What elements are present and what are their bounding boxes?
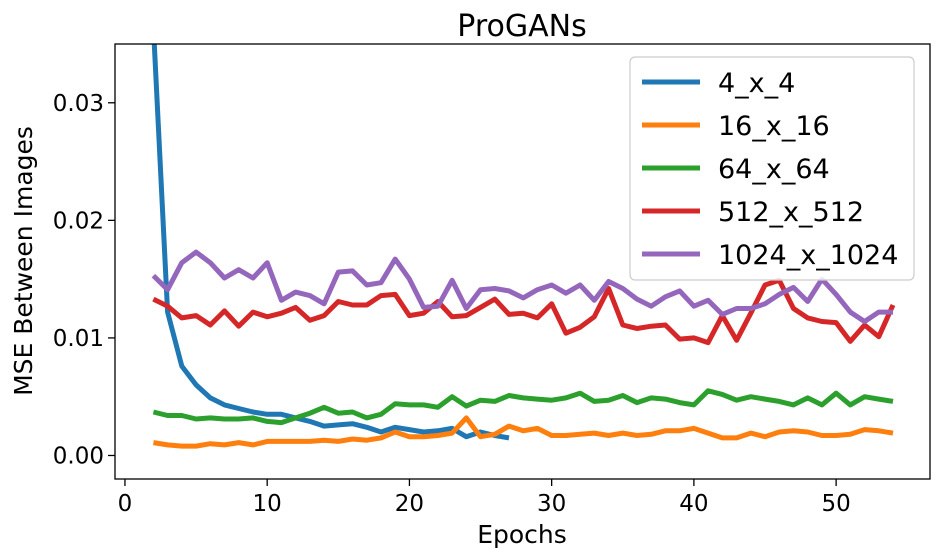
x-tick-label: 50 bbox=[821, 491, 850, 517]
series-line-4x4 bbox=[151, 44, 510, 441]
x-axis-label: Epochs bbox=[477, 520, 567, 549]
series-line-1024x1024 bbox=[151, 249, 893, 324]
legend: 4_x_4 16_x_16 64_x_64 512_x_512 1024_x_1… bbox=[629, 56, 915, 281]
x-tick-label: 30 bbox=[537, 491, 566, 517]
y-tick-label: 0.03 bbox=[53, 91, 104, 117]
y-axis-ticks: 0.00 0.01 0.02 0.03 bbox=[53, 91, 115, 469]
x-tick-label: 10 bbox=[253, 491, 282, 517]
series-line-512x512 bbox=[152, 277, 896, 346]
legend-box bbox=[629, 56, 915, 281]
plot-frame bbox=[114, 43, 931, 480]
y-tick-label: 0.02 bbox=[53, 208, 104, 234]
x-axis-ticks: 0 10 20 30 40 50 bbox=[118, 479, 851, 517]
x-tick-label: 40 bbox=[679, 491, 708, 517]
legend-label-1024x1024: 1024_x_1024 bbox=[718, 240, 898, 271]
legend-label-4x4: 4_x_4 bbox=[718, 68, 795, 99]
y-tick-label: 0.00 bbox=[53, 443, 104, 469]
y-axis-label: MSE Between Images bbox=[9, 126, 38, 396]
series-layer bbox=[151, 44, 896, 449]
legend-label-512x512: 512_x_512 bbox=[718, 197, 864, 228]
x-tick-label: 20 bbox=[395, 491, 424, 517]
chart-title: ProGANs bbox=[457, 9, 586, 44]
y-tick-label: 0.01 bbox=[53, 326, 104, 352]
series-line-64x64 bbox=[152, 388, 894, 426]
legend-label-64x64: 64_x_64 bbox=[718, 154, 830, 185]
legend-label-16x16: 16_x_16 bbox=[718, 111, 830, 142]
x-tick-label: 0 bbox=[118, 491, 133, 517]
series-line-16x16 bbox=[153, 415, 894, 449]
